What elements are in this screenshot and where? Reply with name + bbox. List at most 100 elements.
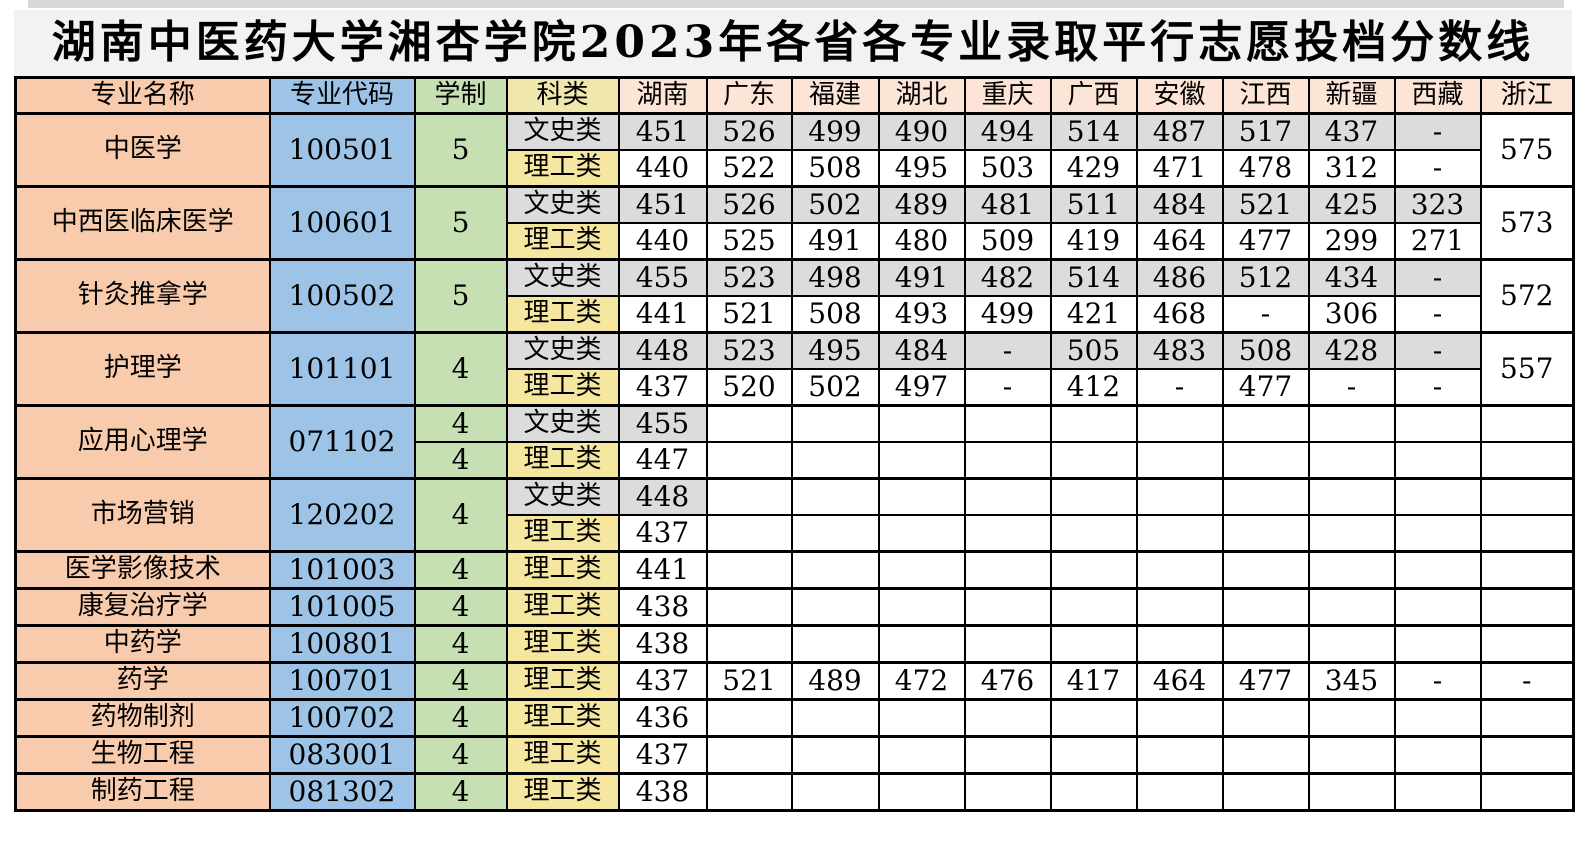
score-cell [1393,514,1482,553]
table-body: 专业名称 专业代码 学制 科类 湖南 广东 福建 湖北 重庆 广西 安徽 江西 新疆 西藏 浙江 中医学 100… [14,76,1575,812]
score-cell: - [963,368,1052,407]
scores-table: 专业名称 专业代码 学制 科类 湖南 广东 福建 湖北 重庆 广西 安徽 江西 新疆 西藏 浙江 中医学 100… [14,76,1575,812]
score-cell: 511 [1049,185,1138,224]
score-cell: 468 [1135,295,1224,334]
score-cell: 477 [1221,368,1310,407]
score-cell [790,550,880,590]
zhejiang-score-cell [1479,698,1575,738]
zhejiang-score-cell: - [1479,661,1575,701]
col-header-province-xinjiang: 新疆 [1307,76,1396,115]
score-cell [877,587,966,627]
col-header-province-guangxi: 广西 [1049,76,1138,115]
score-cell [963,441,1052,480]
score-cell: 271 [1393,222,1482,261]
score-cell: 447 [617,441,708,480]
category-cell: 文史类 [505,404,620,443]
score-cell: 508 [790,295,880,334]
score-cell: 448 [617,331,708,370]
score-cell [1221,404,1310,443]
category-cell: 理工类 [505,514,620,553]
score-cell [877,550,966,590]
zhejiang-score-cell: 573 [1479,185,1575,261]
score-cell: 437 [617,368,708,407]
score-cell [1393,477,1482,516]
zhejiang-score-cell [1479,477,1575,516]
col-header-province-chongqing: 重庆 [963,76,1052,115]
score-cell [1049,477,1138,516]
col-header-province-hubei: 湖北 [877,76,966,115]
score-cell: 493 [877,295,966,334]
score-cell: 464 [1135,661,1224,701]
score-cell [1135,550,1224,590]
score-cell: 478 [1221,149,1310,188]
score-cell [1049,404,1138,443]
score-cell: 486 [1135,258,1224,297]
score-cell [1307,477,1396,516]
score-cell: 455 [617,404,708,443]
score-cell: 525 [705,222,793,261]
category-cell: 文史类 [505,477,620,516]
score-cell [963,404,1052,443]
score-cell [1135,404,1224,443]
score-cell: 482 [963,258,1052,297]
duration-cell: 5 [413,258,508,334]
score-cell [790,404,880,443]
score-cell: 487 [1135,112,1224,151]
score-cell [1393,624,1482,664]
score-cell: 429 [1049,149,1138,188]
score-cell [705,772,793,812]
score-cell [1393,550,1482,590]
category-cell: 理工类 [505,624,620,664]
score-cell [1307,735,1396,775]
score-cell: 494 [963,112,1052,151]
score-cell: 419 [1049,222,1138,261]
score-cell: - [1393,368,1482,407]
score-cell [1221,550,1310,590]
score-cell [877,735,966,775]
major-code-cell: 071102 [268,404,416,480]
score-cell: 503 [963,149,1052,188]
score-cell [705,624,793,664]
score-cell [1135,587,1224,627]
score-cell [790,514,880,553]
score-cell [790,441,880,480]
score-cell [1393,772,1482,812]
zhejiang-score-cell [1479,514,1575,553]
col-header-category: 科类 [505,76,620,115]
major-code-cell: 083001 [268,735,416,775]
score-cell [705,587,793,627]
score-cell: 491 [790,222,880,261]
score-cell: 299 [1307,222,1396,261]
score-cell: 441 [617,550,708,590]
major-name-cell: 生物工程 [14,735,271,775]
score-cell: 428 [1307,331,1396,370]
score-cell [790,735,880,775]
major-code-cell: 120202 [268,477,416,553]
score-cell: 440 [617,222,708,261]
category-cell: 理工类 [505,295,620,334]
duration-cell: 4 [413,587,508,627]
score-cell [1307,404,1396,443]
score-cell: 476 [963,661,1052,701]
score-cell [1221,624,1310,664]
score-cell [963,587,1052,627]
score-cell: - [963,331,1052,370]
score-cell: 499 [963,295,1052,334]
major-code-cell: 081302 [268,772,416,812]
col-header-duration: 学制 [413,76,508,115]
zhejiang-score-cell [1479,587,1575,627]
score-cell [1393,587,1482,627]
score-cell: 491 [877,258,966,297]
major-name-cell: 中药学 [14,624,271,664]
category-cell: 理工类 [505,149,620,188]
major-name-cell: 中医学 [14,112,271,188]
score-cell: 448 [617,477,708,516]
score-cell [1393,735,1482,775]
score-cell: 526 [705,112,793,151]
zhejiang-score-cell [1479,441,1575,480]
col-header-province-hunan: 湖南 [617,76,708,115]
score-cell [1393,441,1482,480]
score-cell [1307,441,1396,480]
duration-cell: 4 [413,331,508,407]
zhejiang-score-cell: 557 [1479,331,1575,407]
